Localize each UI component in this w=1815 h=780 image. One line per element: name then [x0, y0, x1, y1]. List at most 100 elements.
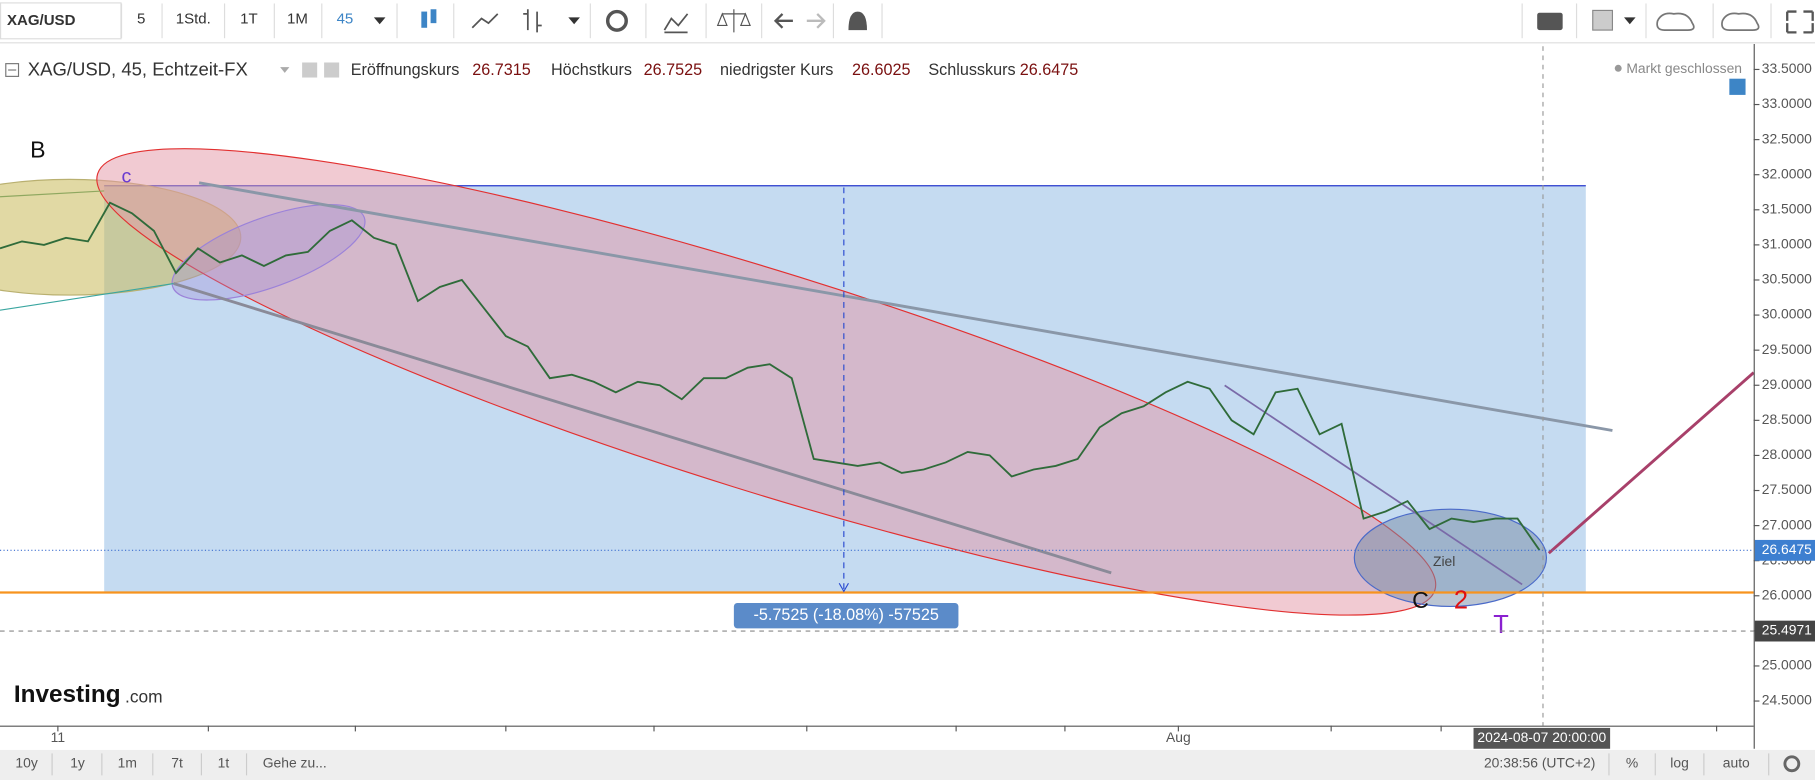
ohlc-label: Schlusskurs	[928, 61, 1015, 79]
fullscreen-icon[interactable]	[1786, 10, 1814, 34]
measure-box	[733, 602, 959, 629]
symbol[interactable]: XAG/USD	[7, 12, 76, 29]
last-price-box	[1754, 539, 1815, 561]
camera-icon[interactable]	[1537, 12, 1563, 31]
y-tick-label: 28.0000	[1762, 446, 1812, 462]
y-tick-label: 29.5000	[1762, 341, 1812, 357]
y-tick-label: 30.0000	[1762, 306, 1812, 322]
dropdown[interactable]	[568, 17, 580, 25]
instrument: XAG/USD, 45, Echtzeit-FX	[28, 58, 248, 79]
x-tick-label: 11	[51, 729, 66, 745]
marker-price-label: 25.4971	[1762, 622, 1812, 638]
trend-line	[173, 282, 1112, 575]
range-button[interactable]: 7t	[171, 754, 183, 770]
projection-line	[1547, 371, 1755, 555]
line-icon[interactable]	[471, 13, 499, 29]
y-tick-label: 32.0000	[1762, 165, 1812, 181]
y-tick-label: 31.5000	[1762, 200, 1812, 216]
x-tick-label: Aug	[1166, 729, 1191, 745]
layout-icon[interactable]	[1592, 9, 1614, 31]
alert-icon[interactable]	[848, 11, 867, 31]
undo-icon[interactable]	[773, 13, 793, 29]
y-tick-label: 24.5000	[1762, 692, 1812, 708]
eye-icon[interactable]	[302, 62, 318, 78]
range-button[interactable]: 1y	[70, 754, 85, 770]
goto-button[interactable]: Gehe zu...	[263, 754, 327, 770]
candle-icon[interactable]	[421, 9, 437, 28]
range-button[interactable]: 10y	[15, 754, 37, 770]
interval[interactable]: 5	[137, 11, 145, 28]
y-tick-label: 27.0000	[1762, 516, 1812, 532]
ellipse-purple	[171, 203, 366, 301]
ohlc-value: 26.6025	[852, 61, 911, 79]
last-price-label: 26.6475	[1762, 541, 1812, 557]
scale-option[interactable]: log	[1670, 754, 1689, 770]
trend-line	[0, 190, 105, 198]
crosshair-time-box	[1473, 727, 1611, 749]
x-ticks	[57, 725, 1718, 732]
interval[interactable]: 1M	[287, 11, 308, 28]
trend-line	[198, 181, 1613, 432]
y-tick-label: 27.5000	[1762, 481, 1812, 497]
ohlc-label: niedrigster Kurs	[720, 61, 833, 79]
ellipse-target	[1353, 508, 1548, 607]
crosshair-time: 2024-08-07 20:00:00	[1477, 729, 1606, 745]
price-line	[0, 201, 1541, 551]
range-button[interactable]: 1t	[218, 754, 230, 770]
gear-icon[interactable]	[324, 62, 340, 78]
indicator-icon[interactable]	[663, 13, 689, 34]
trend-line	[1224, 384, 1523, 586]
toolbar	[0, 0, 1815, 43]
logo: Investing	[14, 681, 121, 708]
annotation: B	[30, 137, 45, 163]
bottom-separators	[51, 753, 1770, 776]
ohlc-value: 26.7525	[644, 61, 703, 79]
marker-price-box	[1754, 620, 1815, 642]
ohlc-label: Höchstkurs	[551, 61, 632, 79]
annotation: Ziel	[1433, 553, 1455, 569]
scale-option[interactable]: auto	[1723, 754, 1750, 770]
y-tick-label: 26.0000	[1762, 586, 1812, 602]
ohlc-label: Eröffnungskurs	[351, 61, 460, 79]
settings-icon[interactable]	[1783, 755, 1801, 773]
annotation: 2	[1454, 587, 1468, 615]
interval[interactable]: 1T	[240, 11, 258, 28]
y-tick-label: 30.5000	[1762, 271, 1812, 287]
save-icon[interactable]	[1721, 12, 1760, 31]
y-tick-label: 31.0000	[1762, 236, 1812, 252]
settings-icon[interactable]	[605, 9, 628, 32]
y-tick-label: 33.5000	[1762, 60, 1812, 76]
clock: 20:38:56 (UTC+2)	[1484, 754, 1595, 770]
symbol-box[interactable]	[0, 2, 122, 40]
ohlc-value: 26.7315	[472, 61, 531, 79]
load-icon[interactable]	[1656, 12, 1695, 31]
bar-icon[interactable]	[523, 9, 542, 33]
scale-button[interactable]	[1729, 78, 1746, 95]
bottom-bar	[0, 749, 1815, 780]
market-status: Markt geschlossen	[1626, 60, 1742, 76]
measure-arrow	[838, 582, 849, 593]
toolbar-separators	[120, 3, 1772, 39]
measure-label: -5.7525 (-18.08%) -57525	[753, 606, 938, 624]
range-button[interactable]: 1m	[118, 754, 137, 770]
interval[interactable]: 1Std.	[176, 11, 211, 28]
annotation: T	[1493, 611, 1509, 639]
y-tick-label: 28.5000	[1762, 411, 1812, 427]
y-tick-label: 33.0000	[1762, 95, 1812, 111]
annotation: c	[122, 165, 132, 187]
scale-option[interactable]: %	[1626, 754, 1638, 770]
status-dot	[1614, 64, 1622, 72]
plot-area: -5.7525 (-18.08%) -57525 B c C 2 T Ziel	[0, 46, 1755, 726]
ohlc-value: 26.6475	[1020, 61, 1079, 79]
y-tick-label: 25.0000	[1762, 657, 1812, 673]
logo-suffix: .com	[125, 686, 163, 706]
dropdown[interactable]	[373, 17, 386, 25]
annotation: C	[1412, 587, 1429, 613]
y-tick-label: 29.0000	[1762, 376, 1812, 392]
compare-icon[interactable]	[716, 9, 751, 33]
redo-icon[interactable]	[806, 13, 826, 29]
dropdown[interactable]	[280, 67, 290, 73]
dropdown[interactable]	[1624, 17, 1636, 25]
interval-active[interactable]: 45	[337, 11, 354, 28]
